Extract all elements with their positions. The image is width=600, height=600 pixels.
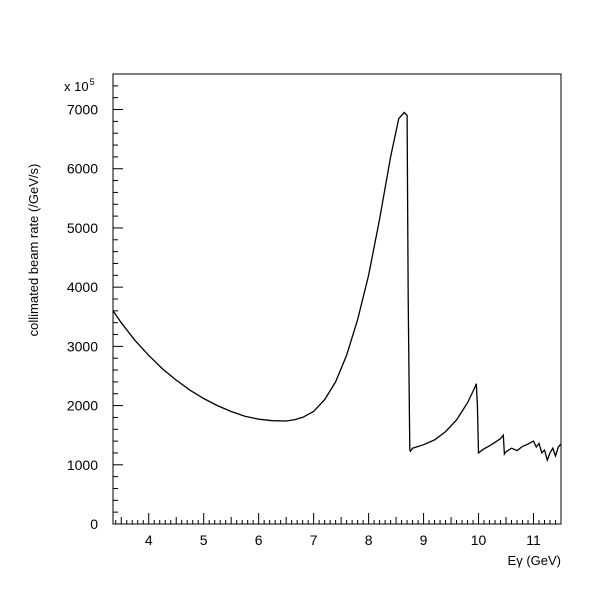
y-axis-tick-labels: 0 1000 2000 3000 4000 5000 6000 7000: [67, 102, 98, 532]
y-axis-label: collimated beam rate (/GeV/s): [26, 164, 41, 337]
y-tick-label: 7000: [67, 102, 98, 118]
plot-frame: [112, 73, 562, 525]
x-tick-label: 6: [255, 532, 263, 548]
y-tick-label: 2000: [67, 398, 98, 414]
y-tick-label: 0: [90, 516, 98, 532]
x-tick-label: 5: [200, 532, 208, 548]
x-axis-tick-labels: 4 5 6 7 8 9 10 11: [145, 532, 541, 548]
y-tick-label: 3000: [67, 338, 98, 354]
scale-factor-prefix: x 10: [64, 79, 89, 94]
series-line: [112, 111, 562, 463]
scale-factor-label: x 105: [64, 77, 95, 94]
y-tick-label: 5000: [67, 220, 98, 236]
x-tick-label: 10: [471, 532, 487, 548]
x-axis-label: Eγ (GeV): [508, 553, 561, 568]
y-tick-label: 1000: [67, 457, 98, 473]
x-tick-label: 9: [420, 532, 428, 548]
x-tick-label: 4: [145, 532, 153, 548]
x-tick-label: 8: [365, 532, 373, 548]
x-axis-ticks: [115, 513, 562, 524]
y-tick-label: 4000: [67, 279, 98, 295]
x-tick-label: 7: [310, 532, 318, 548]
scale-factor-exponent: 5: [90, 77, 95, 87]
y-tick-label: 6000: [67, 161, 98, 177]
y-axis-ticks: [113, 73, 123, 525]
x-tick-label: 11: [526, 532, 541, 548]
